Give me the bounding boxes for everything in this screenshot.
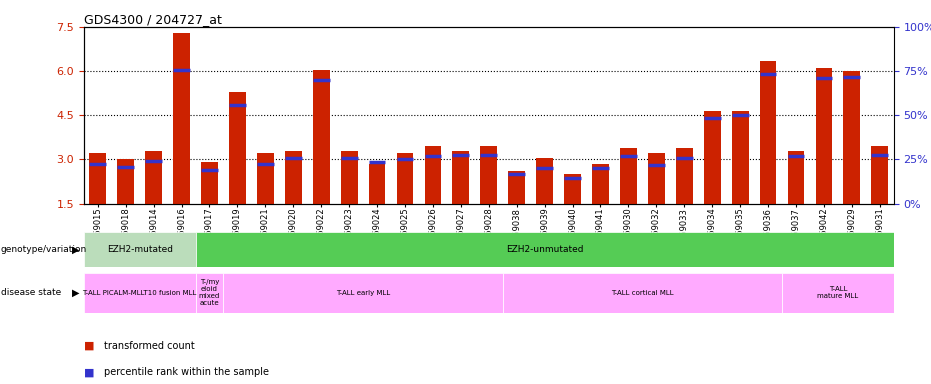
Bar <box>173 33 190 204</box>
Bar <box>117 159 134 204</box>
Bar <box>369 164 385 204</box>
Bar <box>89 154 106 204</box>
Bar <box>257 154 274 204</box>
Bar <box>676 147 693 204</box>
Bar <box>536 158 553 204</box>
Bar <box>620 147 637 204</box>
Bar <box>229 92 246 204</box>
Text: T-/my
eloid
mixed
acute: T-/my eloid mixed acute <box>199 279 220 306</box>
Bar <box>145 151 162 204</box>
Bar <box>196 273 223 313</box>
Text: GDS4300 / 204727_at: GDS4300 / 204727_at <box>84 13 222 26</box>
Bar <box>704 111 721 204</box>
Text: EZH2-unmutated: EZH2-unmutated <box>506 245 584 254</box>
Text: T-ALL cortical MLL: T-ALL cortical MLL <box>611 290 674 296</box>
Bar <box>223 273 503 313</box>
Bar <box>425 146 441 204</box>
Text: T-ALL early MLL: T-ALL early MLL <box>336 290 390 296</box>
Text: transformed count: transformed count <box>104 341 195 351</box>
Text: ▶: ▶ <box>72 288 79 298</box>
Text: T-ALL PICALM-MLLT10 fusion MLL: T-ALL PICALM-MLLT10 fusion MLL <box>83 290 196 296</box>
Bar <box>313 70 330 204</box>
Bar <box>648 154 665 204</box>
Bar <box>341 151 358 204</box>
Bar <box>592 164 609 204</box>
Bar <box>816 68 832 204</box>
Bar <box>871 146 888 204</box>
Text: ■: ■ <box>84 367 94 377</box>
Bar <box>843 71 860 204</box>
Bar <box>285 151 302 204</box>
Bar <box>782 273 894 313</box>
Bar <box>84 273 196 313</box>
Bar <box>732 111 749 204</box>
Text: genotype/variation: genotype/variation <box>1 245 88 254</box>
Text: percentile rank within the sample: percentile rank within the sample <box>104 367 269 377</box>
Bar <box>201 162 218 204</box>
Text: T-ALL
mature MLL: T-ALL mature MLL <box>817 286 858 299</box>
Text: ■: ■ <box>84 341 94 351</box>
Bar <box>760 61 776 204</box>
Bar <box>452 151 469 204</box>
Bar <box>503 273 782 313</box>
Bar <box>84 232 196 267</box>
Bar <box>480 146 497 204</box>
Text: EZH2-mutated: EZH2-mutated <box>107 245 172 254</box>
Bar <box>196 232 894 267</box>
Bar <box>788 151 804 204</box>
Bar <box>397 154 413 204</box>
Text: disease state: disease state <box>1 288 61 297</box>
Bar <box>508 171 525 204</box>
Bar <box>564 174 581 204</box>
Text: ▶: ▶ <box>72 245 79 255</box>
